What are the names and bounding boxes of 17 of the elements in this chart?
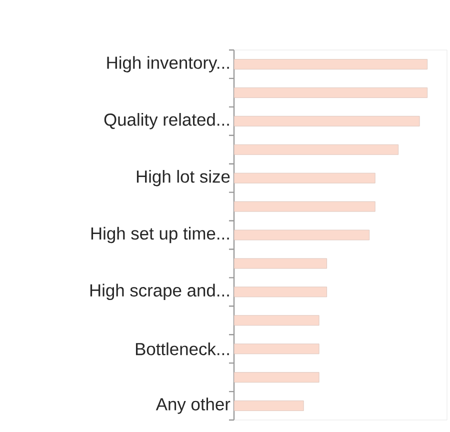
y-tick-label: Bottleneck... (136, 342, 229, 356)
y-tick-label: High inventory... (107, 56, 229, 72)
y-tick-label: High lot size (136, 170, 230, 186)
bar (234, 87, 428, 98)
y-tick-label: Any other (156, 398, 230, 414)
bar (234, 344, 320, 354)
bar (234, 59, 428, 70)
y-tick-label: High scrape and... (90, 284, 229, 300)
bar (234, 116, 420, 126)
bar (234, 201, 376, 212)
bar (234, 172, 376, 184)
y-tick-label: Quality related... (104, 113, 229, 130)
bar (234, 315, 320, 326)
bar (234, 372, 320, 383)
y-tick-label: High set up time... (91, 226, 229, 244)
bar (234, 400, 304, 411)
bar (234, 144, 398, 155)
